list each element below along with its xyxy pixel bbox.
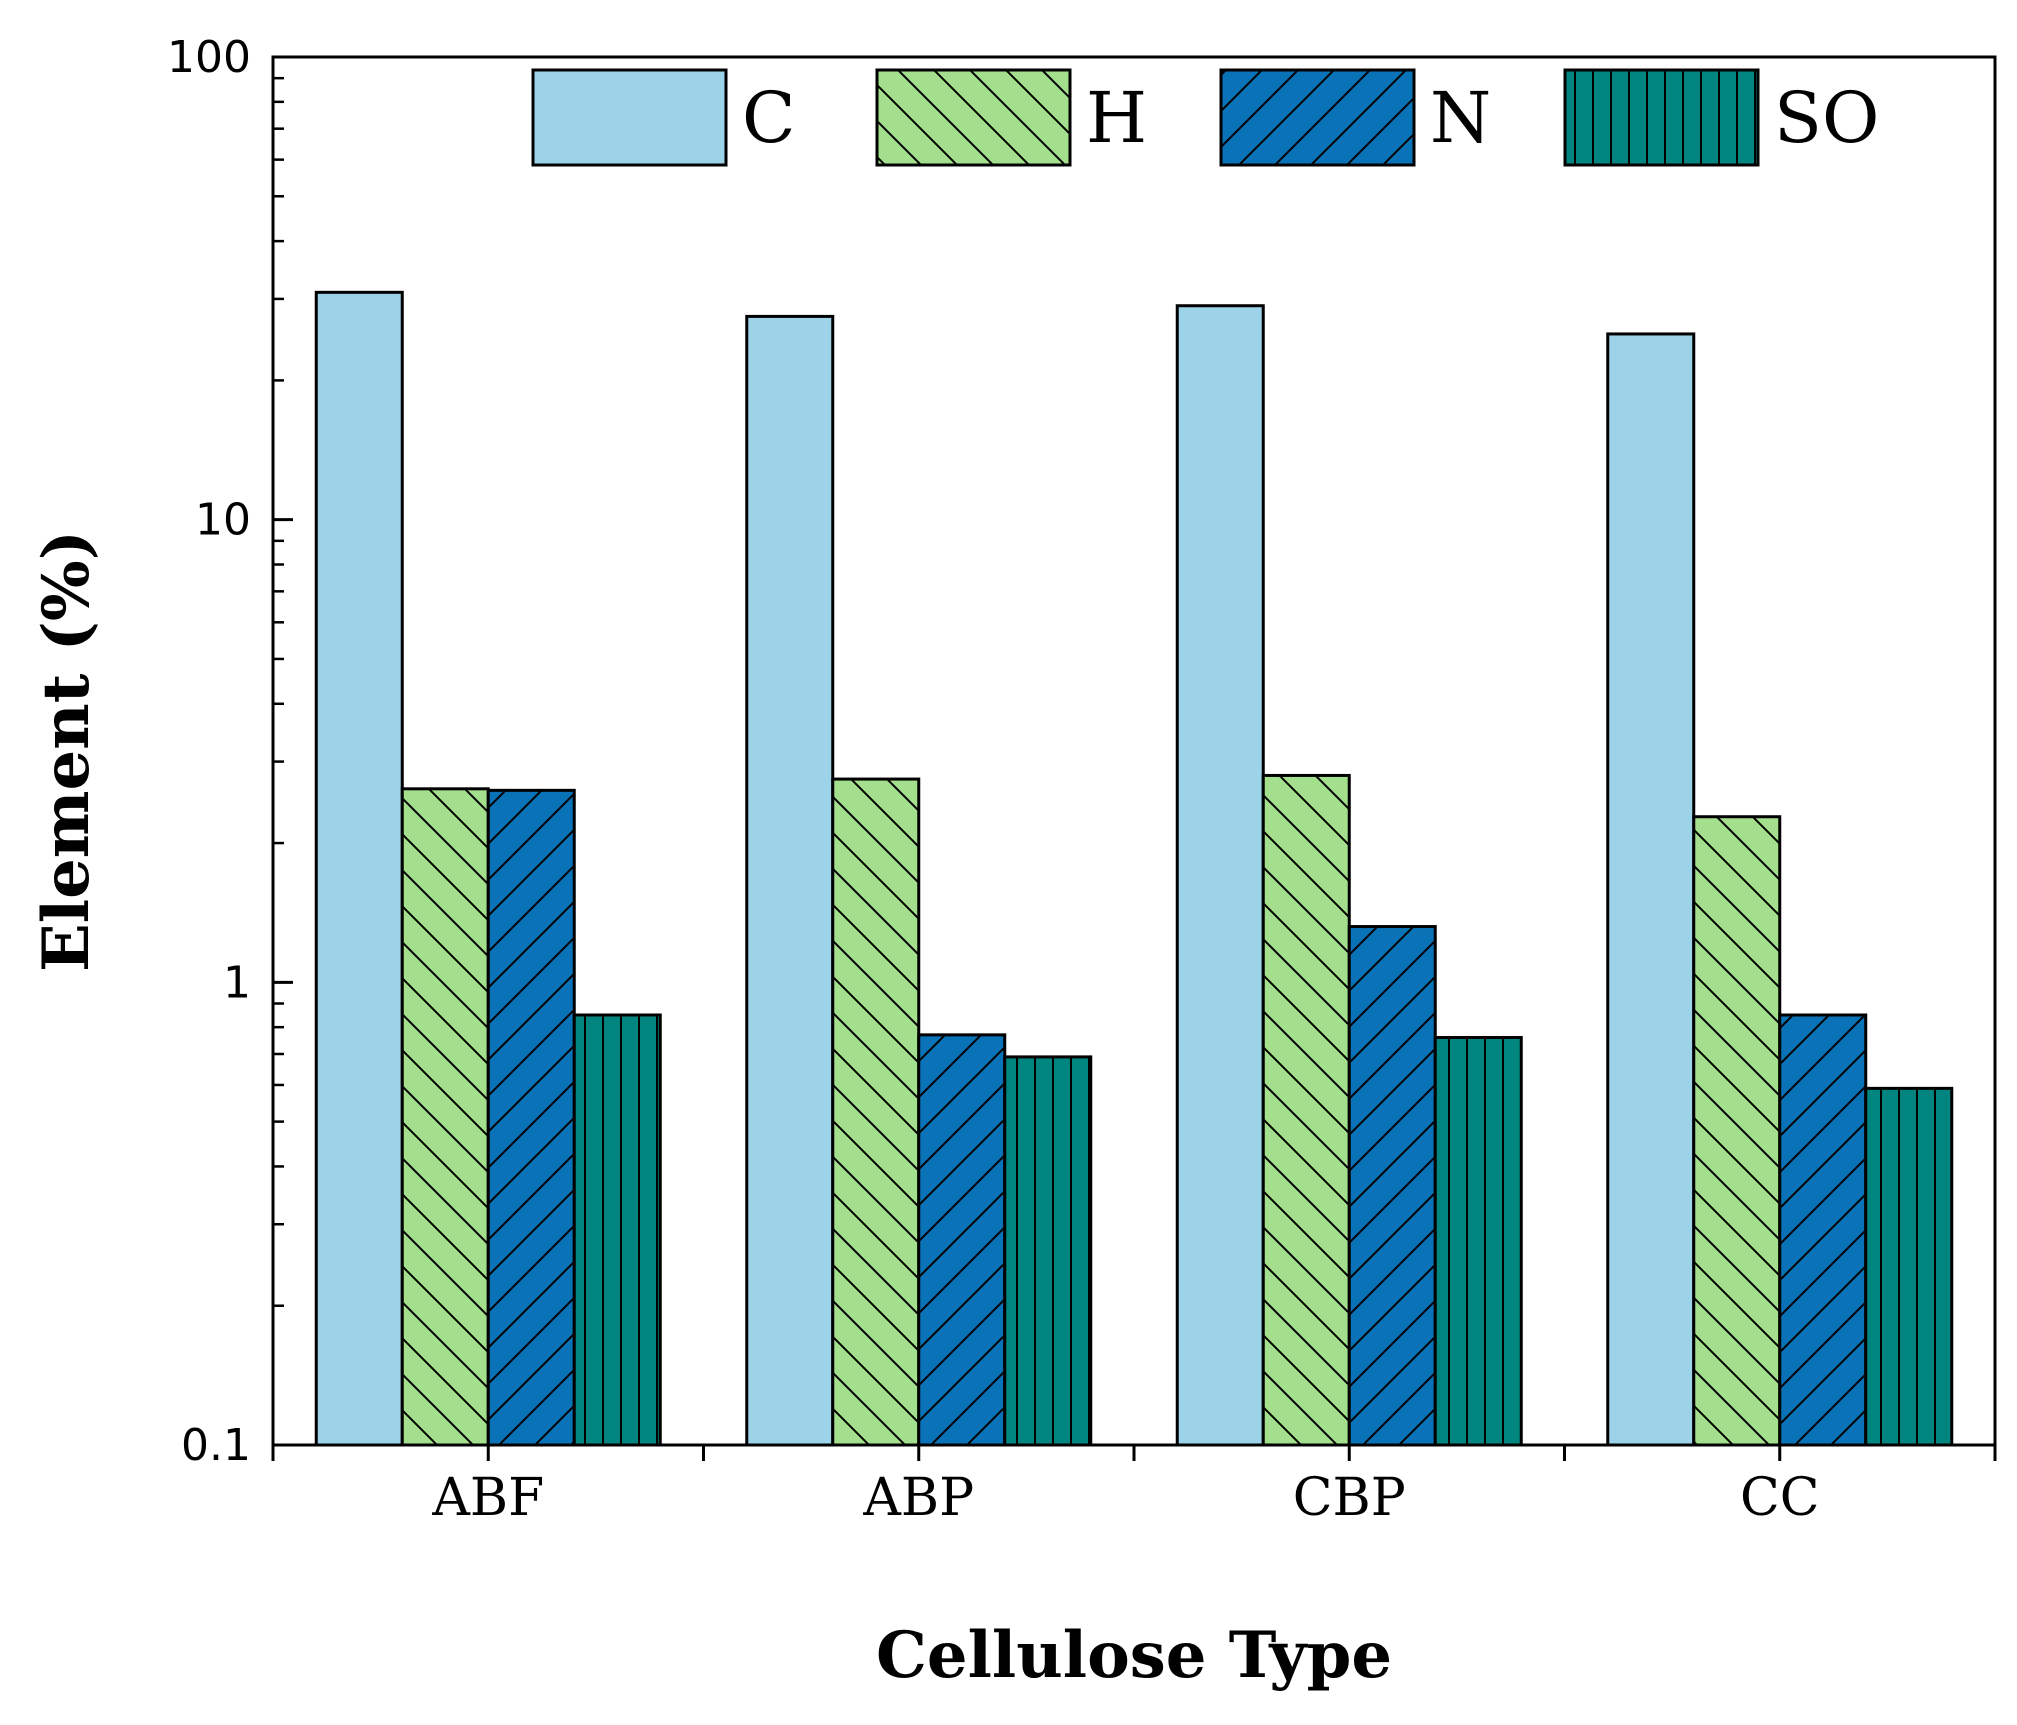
bar-hatch <box>1865 1088 1952 1445</box>
legend-item-n: N <box>1219 68 1491 167</box>
legend-swatch-hatch <box>877 70 1070 165</box>
bar-abf-c <box>314 290 404 1447</box>
bar-cc-so <box>1864 1086 1954 1447</box>
y-tick-label: 100 <box>167 32 251 83</box>
bar-cc-h <box>1692 815 1782 1447</box>
bar-cbp-n <box>1347 925 1437 1447</box>
bar-fill <box>1177 305 1264 1446</box>
legend-label: N <box>1430 77 1491 159</box>
bar-fill <box>316 292 403 1446</box>
y-tick-label: 0.1 <box>181 1420 251 1471</box>
bar-cbp-h <box>1261 773 1351 1447</box>
legend-label: H <box>1086 77 1147 159</box>
bar-abp-so <box>1003 1055 1093 1447</box>
x-tick-label: CC <box>1740 1468 1820 1528</box>
legend-swatch-hatch <box>1565 70 1758 165</box>
bars-layer <box>314 290 1954 1447</box>
legend-label: C <box>742 77 796 159</box>
bar-abp-n <box>917 1033 1007 1447</box>
bar-abp-h <box>831 777 921 1447</box>
bar-fill <box>1607 333 1694 1445</box>
x-tick-label: ABF <box>431 1468 544 1528</box>
x-axis: ABF ABP CBP CC <box>271 1445 1997 1528</box>
x-axis-title: Cellulose Type <box>876 1618 1392 1693</box>
bar-abf-h <box>400 787 490 1447</box>
x-tick-label: CBP <box>1293 1468 1406 1528</box>
legend-item-so: SO <box>1563 68 1879 167</box>
bar-hatch <box>1263 775 1350 1445</box>
y-tick-label: 10 <box>195 495 251 546</box>
legend: C H N SO <box>531 68 1879 167</box>
bar-cbp-c <box>1175 304 1265 1447</box>
legend-swatch-outline <box>875 68 1072 167</box>
bar-abf-n <box>486 788 576 1447</box>
bar-hatch <box>1004 1056 1091 1445</box>
bar-cc-c <box>1606 332 1696 1447</box>
x-tick-label: ABP <box>862 1468 974 1528</box>
bar-cbp-so <box>1433 1035 1523 1447</box>
bar-cc-n <box>1778 1013 1868 1447</box>
legend-swatch-outline <box>1219 68 1416 167</box>
legend-label: SO <box>1774 77 1879 159</box>
y-axis: 0.1 1 10 100 <box>167 32 293 1471</box>
bar-hatch <box>1779 1014 1866 1445</box>
bar-hatch <box>402 788 489 1445</box>
bar-hatch <box>832 779 919 1445</box>
bar-hatch <box>1693 816 1780 1445</box>
legend-swatch <box>533 70 726 165</box>
bar-hatch <box>1435 1037 1522 1445</box>
bar-hatch <box>488 790 575 1445</box>
bar-hatch <box>1349 926 1436 1445</box>
bar-fill <box>746 316 833 1445</box>
bar-hatch <box>574 1014 661 1445</box>
bar-hatch <box>918 1034 1005 1445</box>
bar-abf-so <box>572 1013 662 1447</box>
legend-item-c: C <box>531 68 796 167</box>
bar-abp-c <box>745 314 835 1447</box>
y-tick-label: 1 <box>223 957 251 1008</box>
legend-swatch-outline <box>531 68 728 167</box>
legend-item-h: H <box>875 68 1147 167</box>
legend-swatch-hatch <box>1221 70 1414 165</box>
y-axis-title: Element (%) <box>29 530 104 972</box>
legend-swatch-outline <box>1563 68 1760 167</box>
